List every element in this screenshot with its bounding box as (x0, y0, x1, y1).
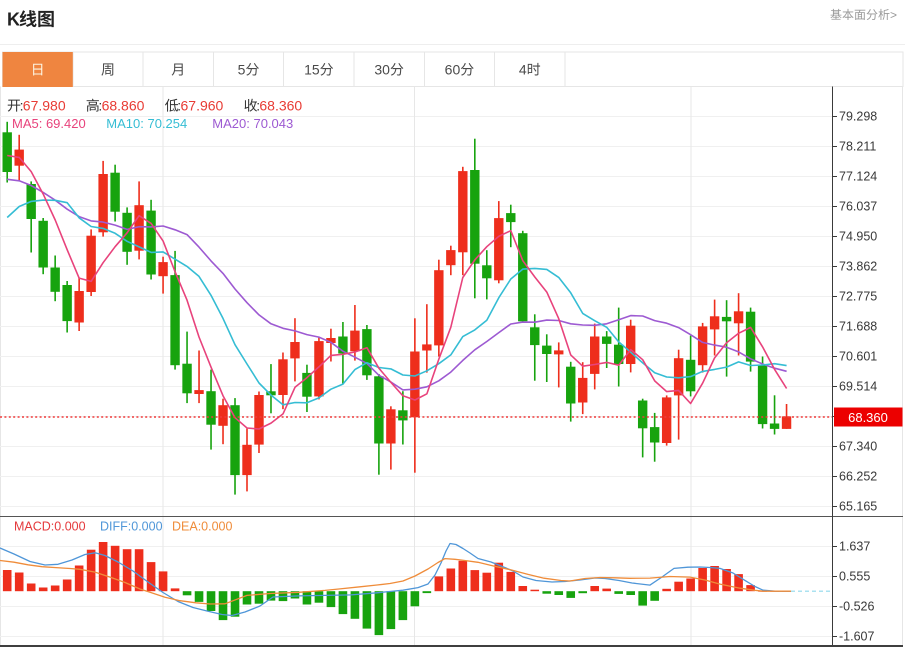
svg-text:73.862: 73.862 (839, 260, 877, 274)
svg-text:MA5: 69.420: MA5: 69.420 (12, 116, 86, 131)
svg-text:65.165: 65.165 (839, 500, 877, 514)
svg-text:-0.526: -0.526 (839, 600, 874, 614)
svg-text::: : (98, 98, 102, 114)
svg-text:DEA:0.000: DEA:0.000 (172, 520, 233, 534)
svg-text:60: 60 (445, 62, 461, 78)
svg-text:1.637: 1.637 (839, 540, 870, 554)
svg-text:72.775: 72.775 (839, 290, 877, 304)
svg-text:MA10: 70.254: MA10: 70.254 (106, 116, 187, 131)
svg-text:67.980: 67.980 (23, 98, 66, 114)
svg-text:79.298: 79.298 (839, 110, 877, 124)
svg-text:15: 15 (304, 62, 320, 78)
svg-text::: : (256, 98, 260, 114)
svg-text:68.360: 68.360 (848, 410, 888, 425)
svg-text:71.688: 71.688 (839, 320, 877, 334)
svg-text:4: 4 (519, 62, 527, 78)
svg-text:67.960: 67.960 (181, 98, 224, 114)
svg-text:68.360: 68.360 (259, 98, 302, 114)
svg-text:K: K (7, 10, 20, 30)
svg-text:76.037: 76.037 (839, 200, 877, 214)
svg-text:MA20: 70.043: MA20: 70.043 (212, 116, 293, 131)
svg-text:78.211: 78.211 (839, 140, 876, 154)
svg-text:-1.607: -1.607 (839, 630, 874, 644)
svg-text:69.514: 69.514 (839, 380, 877, 394)
svg-text:>: > (890, 8, 897, 22)
svg-text:MACD:0.000: MACD:0.000 (14, 520, 86, 534)
svg-text:66.252: 66.252 (839, 470, 877, 484)
svg-text:70.601: 70.601 (839, 350, 877, 364)
svg-text:0.555: 0.555 (839, 570, 870, 584)
svg-text:30: 30 (374, 62, 390, 78)
svg-text:77.124: 77.124 (839, 170, 877, 184)
svg-text::: : (20, 98, 24, 114)
svg-text::: : (177, 98, 181, 114)
svg-text:DIFF:0.000: DIFF:0.000 (100, 520, 163, 534)
svg-text:68.860: 68.860 (102, 98, 145, 114)
svg-text:74.950: 74.950 (839, 230, 877, 244)
svg-text:67.340: 67.340 (839, 440, 877, 454)
svg-text:5: 5 (238, 62, 246, 78)
